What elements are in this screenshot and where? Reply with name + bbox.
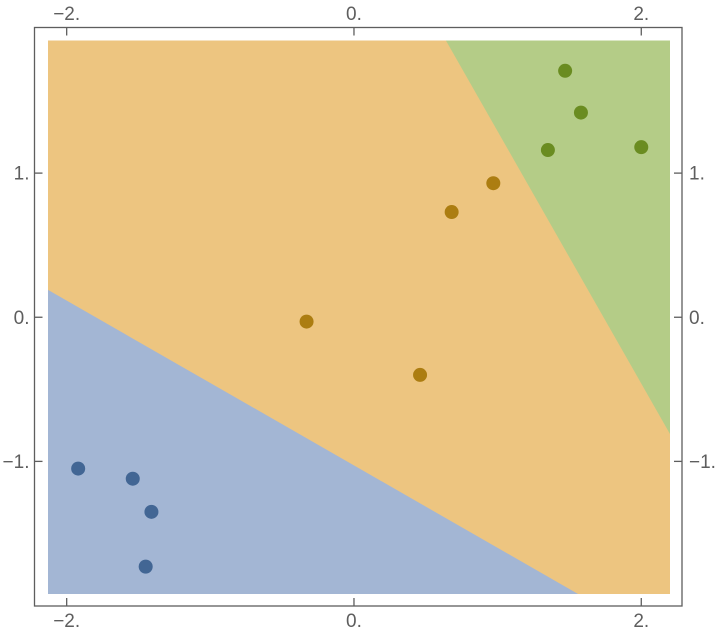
data-point-class-1-blue bbox=[71, 461, 86, 476]
data-point-class-1-blue bbox=[144, 504, 159, 519]
x-tick-label-top: −2. bbox=[53, 4, 80, 25]
data-point-class-2-orange bbox=[413, 367, 428, 382]
x-tick-label-top: 2. bbox=[633, 4, 649, 25]
decision-regions-layer bbox=[48, 40, 670, 594]
data-point-class-3-green bbox=[540, 143, 555, 158]
y-tick-label-right: −1. bbox=[689, 452, 716, 473]
y-tick-label-left: −1. bbox=[3, 452, 30, 473]
data-point-class-3-green bbox=[558, 63, 573, 78]
data-point-class-2-orange bbox=[299, 314, 314, 329]
data-point-class-1-blue bbox=[138, 559, 153, 574]
x-tick-label-bottom: 0. bbox=[346, 611, 362, 632]
blue-region bbox=[48, 289, 579, 594]
x-tick-label-bottom: 2. bbox=[633, 611, 649, 632]
x-tick-label-bottom: −2. bbox=[53, 611, 80, 632]
y-tick-label-left: 0. bbox=[14, 308, 30, 329]
tick-marks-layer bbox=[34, 27, 682, 606]
tick-labels-layer: −2. −2. 0. 0. 2. 2. 1. 1. 0. 0. −1. −1. bbox=[3, 4, 716, 632]
data-point-class-2-orange bbox=[444, 205, 459, 220]
data-point-class-3-green bbox=[634, 140, 649, 155]
data-point-class-1-blue bbox=[125, 471, 140, 486]
data-points-layer bbox=[71, 63, 649, 574]
data-point-class-3-green bbox=[573, 105, 588, 120]
x-tick-label-top: 0. bbox=[346, 4, 362, 25]
data-point-class-2-orange bbox=[486, 176, 501, 191]
y-tick-label-right: 1. bbox=[689, 164, 705, 185]
y-tick-label-right: 0. bbox=[689, 308, 705, 329]
green-region bbox=[445, 40, 670, 435]
y-tick-label-left: 1. bbox=[14, 164, 30, 185]
